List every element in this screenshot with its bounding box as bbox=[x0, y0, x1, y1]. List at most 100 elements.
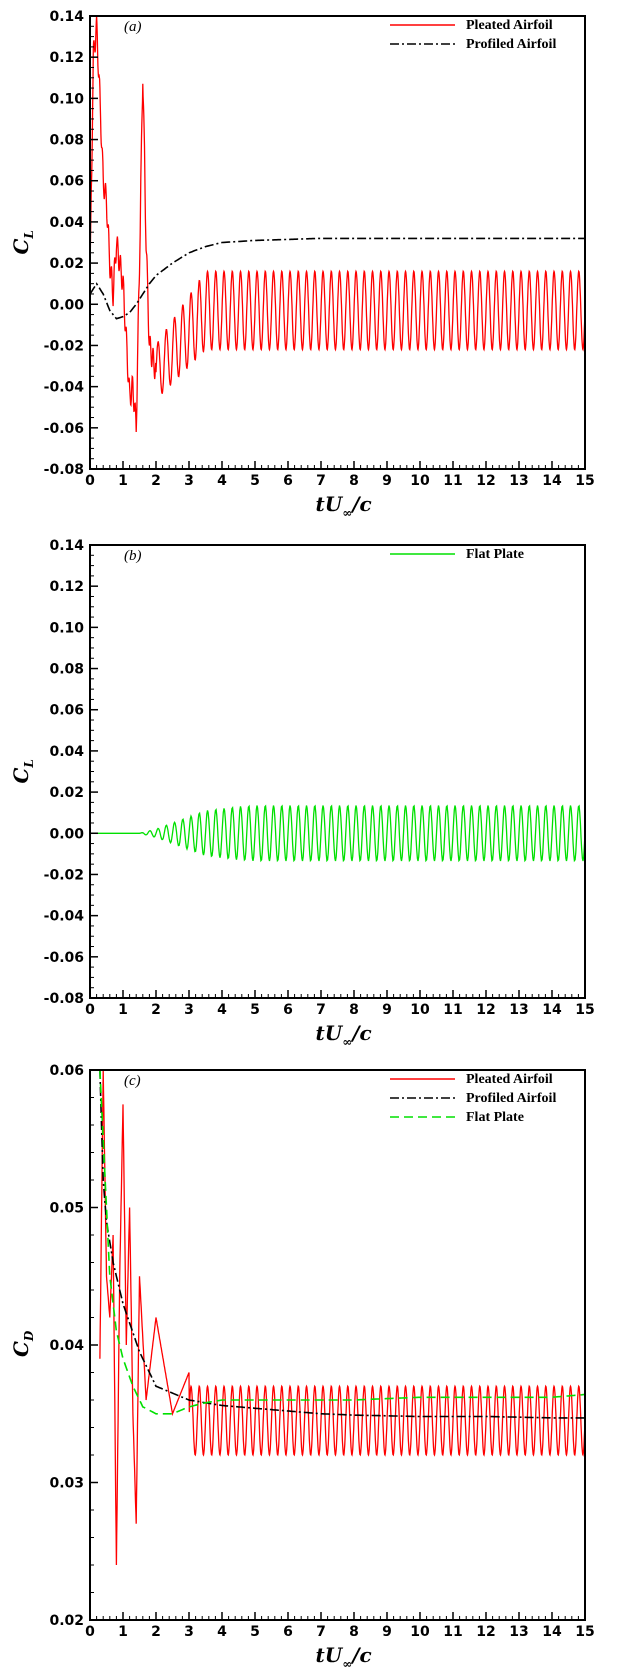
x-tick-label: 14 bbox=[542, 1002, 562, 1018]
y-tick-label: 0.10 bbox=[49, 91, 84, 107]
plot-frame bbox=[89, 544, 586, 999]
x-tick-label: 3 bbox=[184, 1624, 194, 1640]
series-line-flat-plate bbox=[99, 1069, 586, 1415]
legend-label: Flat Plate bbox=[466, 1110, 524, 1125]
x-tick-label: 10 bbox=[410, 1002, 430, 1018]
x-tick-label: 10 bbox=[410, 1624, 430, 1640]
x-tick-label: 3 bbox=[184, 1002, 194, 1018]
y-tick-label: -0.04 bbox=[44, 909, 85, 925]
x-tick-label: 1 bbox=[118, 473, 128, 489]
series-line-profiled-airfoil bbox=[99, 1069, 585, 1419]
legend-label: Pleated Airfoil bbox=[466, 18, 553, 33]
x-tick-label: 0 bbox=[85, 473, 95, 489]
panel-label: (c) bbox=[124, 1073, 141, 1089]
y-tick-label: 0.06 bbox=[49, 174, 84, 190]
series-line-pleated-airfoil bbox=[89, 15, 586, 433]
x-tick-label: 4 bbox=[217, 1624, 227, 1640]
y-tick-label: -0.04 bbox=[44, 380, 85, 396]
y-tick-label: 0.02 bbox=[49, 256, 84, 272]
legend-label: Profiled Airfoil bbox=[466, 1091, 556, 1106]
x-tick-label: 5 bbox=[250, 1002, 260, 1018]
x-tick-label: 9 bbox=[382, 1002, 392, 1018]
plot-frame bbox=[89, 1069, 586, 1621]
x-tick-label: 13 bbox=[509, 1002, 528, 1018]
y-tick-label: 0.03 bbox=[49, 1476, 84, 1492]
y-tick-label: 0.00 bbox=[49, 297, 84, 313]
x-tick-label: 7 bbox=[316, 1002, 326, 1018]
x-tick-label: 8 bbox=[349, 1624, 359, 1640]
x-tick-label: 6 bbox=[283, 1002, 293, 1018]
legend-label: Profiled Airfoil bbox=[466, 37, 556, 52]
x-axis-label: tU∞/c bbox=[316, 1643, 372, 1671]
x-tick-label: 14 bbox=[542, 473, 562, 489]
x-tick-label: 0 bbox=[85, 1624, 95, 1640]
y-tick-label: 0.12 bbox=[49, 50, 84, 66]
y-tick-label: -0.08 bbox=[44, 991, 84, 1007]
y-tick-label: 0.02 bbox=[49, 785, 84, 801]
y-axis-label: CL bbox=[9, 230, 36, 254]
chart-panel-1: 0 1 2 3 4 5 6 7 8 9 10 11 12 13 14 15-0.08-0.06-0.04-0.… bbox=[9, 9, 595, 520]
x-tick-label: 12 bbox=[476, 1624, 495, 1640]
x-tick-label: 12 bbox=[476, 1002, 495, 1018]
x-tick-label: 15 bbox=[575, 473, 594, 489]
y-tick-label: 0.06 bbox=[49, 703, 84, 719]
legend-label: Flat Plate bbox=[466, 547, 524, 562]
series-line-flat-plate bbox=[90, 804, 586, 863]
x-tick-label: 12 bbox=[476, 473, 495, 489]
x-axis-label: tU∞/c bbox=[316, 492, 372, 520]
panel-label: (a) bbox=[124, 19, 142, 35]
y-tick-label: 0.04 bbox=[49, 215, 84, 231]
x-tick-label: 1 bbox=[118, 1002, 128, 1018]
x-tick-label: 2 bbox=[151, 1002, 161, 1018]
x-tick-label: 11 bbox=[443, 473, 462, 489]
plot-frame bbox=[89, 15, 586, 470]
chart-panel-3: 0 1 2 3 4 5 6 7 8 9 10 11 12 13 14 150.020.030.040.050.… bbox=[9, 1063, 595, 1671]
x-tick-label: 9 bbox=[382, 1624, 392, 1640]
y-tick-label: 0.00 bbox=[49, 826, 84, 842]
y-tick-label: -0.02 bbox=[44, 338, 84, 354]
x-tick-label: 15 bbox=[575, 1624, 594, 1640]
x-tick-label: 13 bbox=[509, 473, 528, 489]
panel-label: (b) bbox=[124, 548, 142, 564]
y-tick-label: 0.14 bbox=[49, 9, 84, 25]
x-tick-label: 2 bbox=[151, 473, 161, 489]
y-tick-label: 0.08 bbox=[49, 662, 84, 678]
x-tick-label: 10 bbox=[410, 473, 430, 489]
x-tick-label: 6 bbox=[283, 1624, 293, 1640]
x-axis-label: tU∞/c bbox=[316, 1021, 372, 1049]
y-tick-label: -0.02 bbox=[44, 867, 84, 883]
x-tick-label: 7 bbox=[316, 1624, 326, 1640]
x-tick-label: 1 bbox=[118, 1624, 128, 1640]
y-tick-label: 0.05 bbox=[49, 1201, 84, 1217]
y-tick-label: 0.04 bbox=[49, 1338, 84, 1354]
x-tick-label: 8 bbox=[349, 1002, 359, 1018]
y-tick-label: 0.04 bbox=[49, 744, 84, 760]
y-tick-label: 0.14 bbox=[49, 538, 84, 554]
x-tick-label: 4 bbox=[217, 1002, 227, 1018]
legend: Flat Plate bbox=[390, 547, 524, 562]
x-tick-label: 4 bbox=[217, 473, 227, 489]
y-tick-label: 0.12 bbox=[49, 579, 84, 595]
x-tick-label: 7 bbox=[316, 473, 326, 489]
x-tick-label: 11 bbox=[443, 1002, 462, 1018]
y-tick-label: -0.06 bbox=[44, 421, 84, 437]
y-axis-label: CD bbox=[9, 1330, 36, 1357]
y-tick-label: 0.10 bbox=[49, 620, 84, 636]
x-tick-label: 2 bbox=[151, 1624, 161, 1640]
x-tick-label: 9 bbox=[382, 473, 392, 489]
series-line-pleated-airfoil bbox=[99, 1069, 586, 1566]
y-tick-label: -0.08 bbox=[44, 462, 84, 478]
x-tick-label: 13 bbox=[509, 1624, 528, 1640]
x-tick-label: 15 bbox=[575, 1002, 594, 1018]
y-axis-label: CL bbox=[9, 759, 36, 783]
x-tick-label: 8 bbox=[349, 473, 359, 489]
x-tick-label: 3 bbox=[184, 473, 194, 489]
chart-panel-2: 0 1 2 3 4 5 6 7 8 9 10 11 12 13 14 15-0.08-0.06-0.04-0.… bbox=[9, 538, 595, 1049]
y-tick-label: 0.02 bbox=[49, 1613, 84, 1629]
y-tick-label: 0.08 bbox=[49, 133, 84, 149]
y-tick-label: 0.06 bbox=[49, 1063, 84, 1079]
x-tick-label: 14 bbox=[542, 1624, 562, 1640]
legend: Pleated Airfoil Profiled Airfoil bbox=[390, 18, 556, 52]
x-tick-label: 11 bbox=[443, 1624, 462, 1640]
